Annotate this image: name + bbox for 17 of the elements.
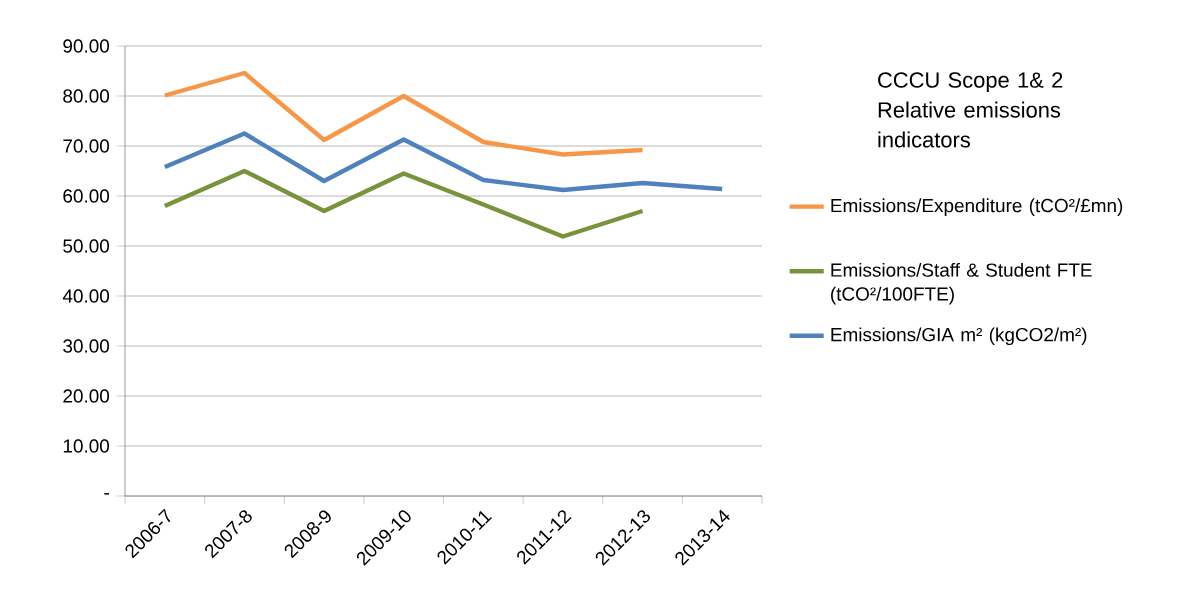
legend-label: Emissions/GIA m² (kgCO2/m²): [831, 327, 1087, 346]
y-tick-label: 40.00: [62, 289, 110, 303]
y-tick-label: 80.00: [63, 89, 110, 103]
y-tick-label: 60.00: [63, 189, 110, 203]
line-series: [162, 168, 645, 239]
y-tick-label: 10.00: [63, 439, 110, 453]
line-series: [162, 70, 645, 157]
legend-label: Emissions/Staff & Student FTE (tCO²/100FTE): [831, 262, 1092, 305]
y-tick-label: 50.00: [63, 239, 110, 253]
line-series: [162, 131, 725, 193]
y-tick-label: 70.00: [63, 139, 110, 153]
y-tick-label: -: [104, 493, 109, 495]
y-tick-label: 30.00: [63, 339, 110, 353]
text: CCCU Scope 1& 2 Relative emissions indicators: [878, 72, 1063, 148]
legend-label: Emissions/Expenditure (tCO²/£mn): [831, 198, 1123, 217]
y-tick-label: 20.00: [63, 389, 110, 403]
y-tick-label: 90.00: [63, 39, 110, 53]
